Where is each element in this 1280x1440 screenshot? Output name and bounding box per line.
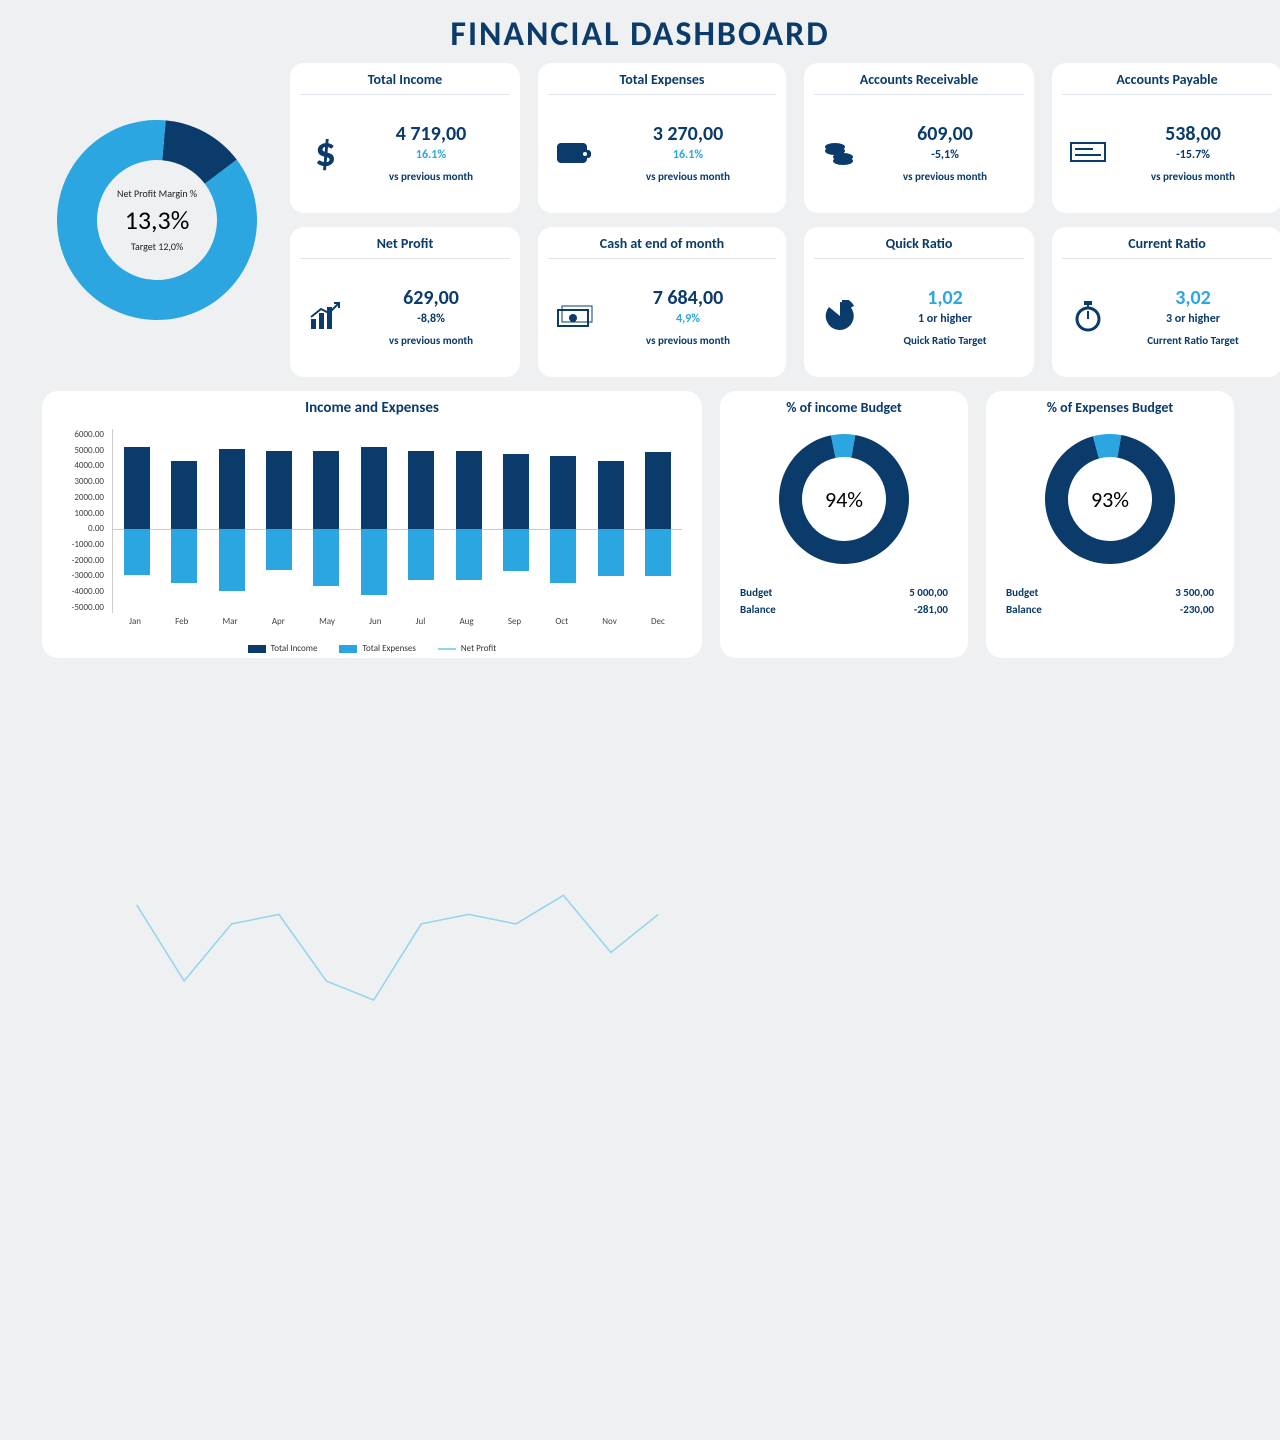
budget-value: 3 500,00 xyxy=(1175,586,1214,599)
card-title: % of income Budget xyxy=(734,399,954,420)
svg-text:$: $ xyxy=(315,130,336,174)
y-axis: 6000.005000.004000.003000.002000.001000.… xyxy=(56,429,108,613)
delta: -15.7% xyxy=(1176,148,1210,162)
card-total-income: Total Income $ 4 719,00 16.1% vs previou… xyxy=(290,63,520,213)
card-title: Total Expenses xyxy=(548,71,776,95)
bottom-row: Income and Expenses 6000.005000.004000.0… xyxy=(0,377,1280,658)
balance-value: -281,00 xyxy=(914,603,948,616)
chart-title: Income and Expenses xyxy=(56,399,688,421)
donut-label: Net Profit Margin % xyxy=(117,187,197,200)
plot-area xyxy=(112,429,682,613)
cheque-icon xyxy=(1066,139,1110,165)
card-accounts-payable: Accounts Payable 538,00 -15.7% vs previo… xyxy=(1052,63,1280,213)
pie-icon xyxy=(818,300,862,332)
card-net-profit: Net Profit 629,00 -8,8% vs previous mont… xyxy=(290,227,520,377)
value: 4 719,00 xyxy=(396,122,467,146)
card-total-expenses: Total Expenses 3 270,00 16.1% vs previou… xyxy=(538,63,786,213)
coins-icon xyxy=(818,137,862,167)
value: 3 270,00 xyxy=(653,122,724,146)
card-title: Total Income xyxy=(300,71,510,95)
cash-icon xyxy=(552,302,596,330)
subtitle: vs previous month xyxy=(903,170,987,183)
balance-label: Balance xyxy=(740,603,776,616)
growth-chart-icon xyxy=(304,301,348,331)
card-cash: Cash at end of month 7 684,00 4,9% vs pr… xyxy=(538,227,786,377)
subtitle: vs previous month xyxy=(389,170,473,183)
pct-label: 94% xyxy=(769,424,919,574)
target: 1 or higher xyxy=(918,312,972,326)
net-profit-margin-donut: Net Profit Margin % 13,3% Target 12,0% xyxy=(42,63,272,377)
expenses-budget-card: % of Expenses Budget 93% Budget3 500,00 … xyxy=(986,391,1234,658)
page-title: FINANCIAL DASHBOARD xyxy=(0,0,1280,63)
delta: 16.1% xyxy=(416,148,446,162)
delta: -8,8% xyxy=(417,312,445,326)
value: 609,00 xyxy=(917,122,973,146)
delta: -5,1% xyxy=(931,148,959,162)
subtitle: vs previous month xyxy=(389,334,473,347)
value: 1,02 xyxy=(927,286,963,310)
budget-label: Budget xyxy=(1006,586,1038,599)
value: 629,00 xyxy=(403,286,459,310)
income-budget-card: % of income Budget 94% Budget 5 000,00 Ba… xyxy=(720,391,968,658)
subtitle: vs previous month xyxy=(646,334,730,347)
dollar-icon: $ xyxy=(304,130,348,174)
budget-label: Budget xyxy=(740,586,772,599)
x-axis: JanFebMarAprMayJunJulAugSepOctNovDec xyxy=(112,616,682,627)
wallet-icon xyxy=(552,137,596,167)
card-title: % of Expenses Budget xyxy=(1000,399,1220,420)
donut-target: Target 12,0% xyxy=(131,240,183,253)
card-title: Net Profit xyxy=(300,235,510,259)
card-accounts-receivable: Accounts Receivable 609,00 -5,1% vs prev… xyxy=(804,63,1034,213)
stopwatch-icon xyxy=(1066,299,1110,333)
balance-label: Balance xyxy=(1006,603,1042,616)
net-profit-line xyxy=(113,429,682,1440)
subtitle: Quick Ratio Target xyxy=(903,334,986,347)
card-title: Accounts Receivable xyxy=(814,71,1024,95)
target: 3 or higher xyxy=(1166,312,1220,326)
card-title: Cash at end of month xyxy=(548,235,776,259)
subtitle: vs previous month xyxy=(1151,170,1235,183)
delta: 4,9% xyxy=(676,312,700,326)
kpi-grid: Total Income $ 4 719,00 16.1% vs previou… xyxy=(0,63,1280,377)
balance-value: -230,00 xyxy=(1180,603,1214,616)
income-expenses-chart: Income and Expenses 6000.005000.004000.0… xyxy=(42,391,702,658)
card-quick-ratio: Quick Ratio 1,02 1 or higher Quick Ratio… xyxy=(804,227,1034,377)
card-title: Current Ratio xyxy=(1062,235,1272,259)
budget-value: 5 000,00 xyxy=(909,586,948,599)
delta: 16.1% xyxy=(673,148,703,162)
value: 538,00 xyxy=(1165,122,1221,146)
value: 7 684,00 xyxy=(653,286,724,310)
card-current-ratio: Current Ratio 3,02 3 or higher Current R… xyxy=(1052,227,1280,377)
subtitle: Current Ratio Target xyxy=(1147,334,1239,347)
value: 3,02 xyxy=(1175,286,1211,310)
card-title: Quick Ratio xyxy=(814,235,1024,259)
donut-value: 13,3% xyxy=(125,204,190,236)
card-title: Accounts Payable xyxy=(1062,71,1272,95)
subtitle: vs previous month xyxy=(646,170,730,183)
pct-label: 93% xyxy=(1035,424,1185,574)
